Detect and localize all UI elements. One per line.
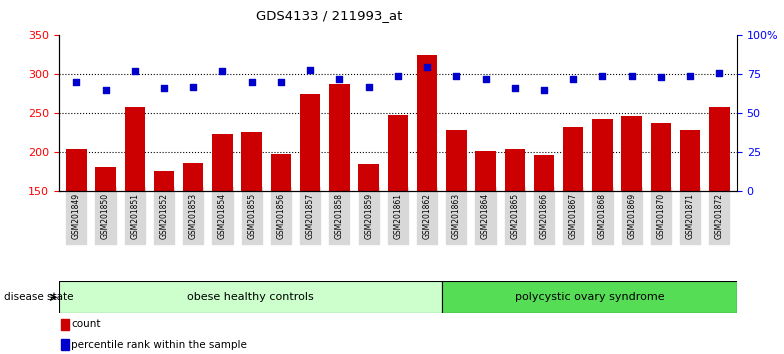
Point (479, 76, 492, 82)
Bar (358, 164, 379, 191)
Point (70, 79, 82, 85)
Point (304, 67, 317, 73)
Point (655, 75, 667, 80)
Bar (60, 339, 68, 350)
Bar (96, 167, 116, 191)
Point (684, 73, 696, 79)
Bar (563, 127, 583, 191)
Point (713, 70, 726, 76)
Bar (270, 154, 291, 191)
Point (567, 76, 579, 82)
Point (362, 84, 375, 90)
Point (509, 86, 521, 91)
Bar (622, 116, 642, 191)
Bar (59, 281, 442, 313)
Point (100, 87, 112, 93)
Bar (125, 107, 145, 191)
Bar (154, 171, 174, 191)
Bar (329, 84, 350, 191)
Point (216, 68, 229, 74)
Bar (442, 281, 737, 313)
Bar (387, 115, 408, 191)
Bar (446, 130, 466, 191)
Text: GDS4133 / 211993_at: GDS4133 / 211993_at (256, 9, 402, 22)
Bar (212, 134, 233, 191)
Text: percentile rank within the sample: percentile rank within the sample (71, 339, 247, 350)
Bar (592, 119, 613, 191)
Bar (66, 149, 86, 191)
Bar (475, 151, 495, 191)
Bar (505, 149, 525, 191)
Bar (417, 55, 437, 191)
Bar (300, 94, 321, 191)
Point (187, 84, 200, 90)
Bar (680, 130, 700, 191)
Bar (60, 319, 68, 330)
Point (538, 87, 550, 93)
Point (129, 68, 141, 74)
Point (391, 73, 404, 79)
Text: count: count (71, 319, 101, 330)
Point (626, 73, 638, 79)
Point (450, 73, 463, 79)
Bar (651, 122, 671, 191)
Point (596, 73, 608, 79)
Bar (241, 132, 262, 191)
Bar (534, 155, 554, 191)
Point (274, 79, 287, 85)
Text: obese healthy controls: obese healthy controls (187, 292, 314, 302)
Text: disease state: disease state (4, 292, 74, 302)
Point (333, 76, 346, 82)
Bar (710, 107, 730, 191)
Text: polycystic ovary syndrome: polycystic ovary syndrome (515, 292, 664, 302)
Point (158, 86, 170, 91)
Point (245, 79, 258, 85)
Point (421, 64, 434, 69)
Bar (183, 163, 204, 191)
